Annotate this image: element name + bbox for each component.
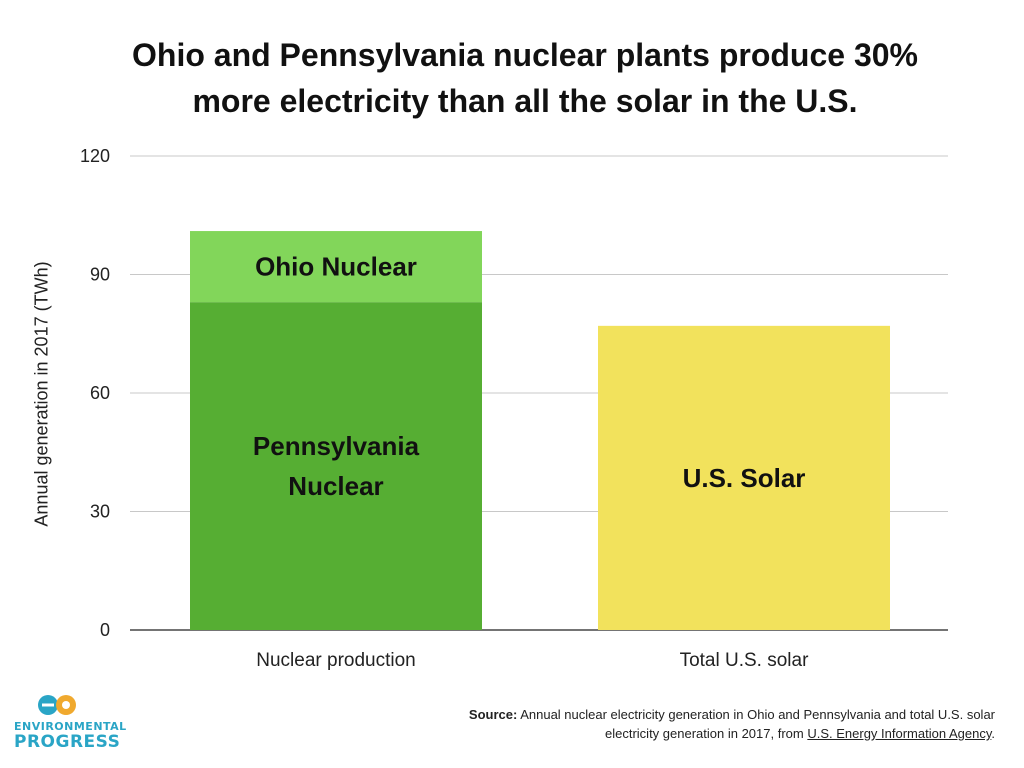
source-note: Source: Annual nuclear electricity gener… xyxy=(430,705,995,743)
segment-label-ohio-nuclear-line-1: Ohio Nuclear xyxy=(255,252,417,282)
y-tick-label-0: 0 xyxy=(100,620,110,640)
source-link[interactable]: U.S. Energy Information Agency xyxy=(807,726,992,741)
logo-line-2: PROGRESS xyxy=(14,732,121,752)
chart-title-line-2: more electricity than all the solar in t… xyxy=(192,83,858,119)
y-tick-label-30: 30 xyxy=(90,502,110,522)
y-tick-label-120: 120 xyxy=(80,146,110,166)
bar-segment-ohio-nuclear xyxy=(190,231,482,303)
chart-title-line-1: Ohio and Pennsylvania nuclear plants pro… xyxy=(132,37,918,73)
logo-wordmark: ENVIRONMENTAL PROGRESS xyxy=(14,720,127,752)
logo-line-1: ENVIRONMENTAL xyxy=(14,720,127,733)
segment-label-pennsylvania-nuclear-line-2: Nuclear xyxy=(288,471,383,501)
source-label: Source: xyxy=(468,707,518,722)
source-end: . xyxy=(991,726,995,741)
y-tick-label-60: 60 xyxy=(90,383,110,403)
chart-title: Ohio and Pennsylvania nuclear plants pro… xyxy=(60,32,990,124)
segment-label-u-s-solar-line-1: U.S. Solar xyxy=(683,463,806,493)
y-tick-label-90: 90 xyxy=(90,265,110,285)
segment-label-pennsylvania-nuclear-line-1: Pennsylvania xyxy=(253,431,420,461)
bar-segment-pennsylvania-nuclear xyxy=(190,302,482,630)
source-text: Annual nuclear electricity generation in… xyxy=(520,707,995,741)
x-tick-label-total-u-s-solar: Total U.S. solar xyxy=(680,650,809,671)
bar-segment-u-s-solar xyxy=(598,325,890,630)
x-tick-label-nuclear-production: Nuclear production xyxy=(256,650,415,671)
ep-logo-icon xyxy=(38,695,76,715)
